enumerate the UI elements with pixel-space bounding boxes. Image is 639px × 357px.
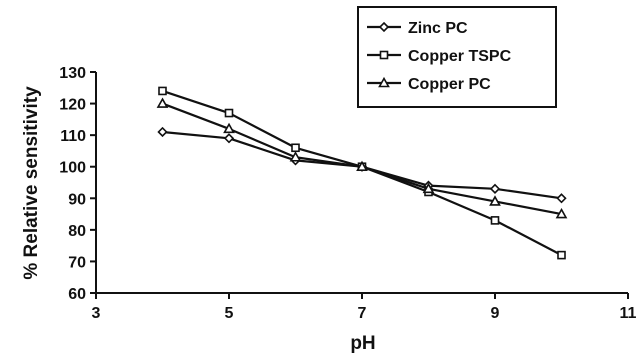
y-tick-label: 120 bbox=[59, 97, 86, 114]
x-tick-label: 5 bbox=[225, 305, 234, 322]
legend-marker-zinc-pc bbox=[378, 21, 390, 33]
legend-marker-copper-pc bbox=[378, 76, 390, 88]
data-point bbox=[224, 108, 234, 118]
y-axis-label: % Relative sensitivity bbox=[21, 86, 42, 280]
legend-label-zinc-pc: Zinc PC bbox=[408, 20, 468, 37]
data-point bbox=[557, 250, 566, 260]
legend-label-copper-pc: Copper PC bbox=[408, 76, 491, 93]
x-ticks: 3 5 7 9 11 bbox=[92, 293, 637, 322]
y-tick-label: 100 bbox=[59, 160, 86, 177]
y-tick-label: 130 bbox=[59, 65, 86, 82]
data-point bbox=[158, 86, 167, 96]
data-point bbox=[556, 193, 567, 204]
y-tick-label: 110 bbox=[60, 128, 86, 145]
data-point bbox=[289, 151, 302, 162]
data-point bbox=[356, 160, 368, 172]
x-axis-label: pH bbox=[350, 333, 375, 354]
y-tick-label: 60 bbox=[68, 286, 86, 303]
data-point bbox=[223, 133, 235, 144]
data-point bbox=[291, 143, 300, 153]
legend-items: Zinc PC Copper TSPC Copper PC bbox=[367, 20, 512, 93]
y-tick-label: 80 bbox=[68, 223, 86, 240]
x-tick-label: 7 bbox=[358, 305, 367, 322]
x-tick-label: 3 bbox=[92, 305, 101, 322]
data-point bbox=[157, 126, 168, 138]
data-point bbox=[489, 183, 501, 194]
data-point bbox=[156, 97, 169, 108]
y-tick-label: 90 bbox=[68, 191, 86, 208]
data-point bbox=[489, 195, 501, 206]
y-tick-label: 70 bbox=[68, 254, 86, 271]
series-copper-tspc bbox=[158, 86, 566, 260]
y-ticks: 60 70 80 90 100 110 120 130 bbox=[59, 65, 96, 303]
legend: Zinc PC Copper TSPC Copper PC bbox=[357, 6, 557, 108]
series-line-copper-pc bbox=[162, 102, 562, 216]
data-point bbox=[223, 122, 235, 134]
legend-marker-copper-tspc bbox=[379, 50, 389, 60]
legend-box bbox=[357, 6, 557, 108]
series-copper-pc bbox=[156, 97, 568, 219]
series-group bbox=[156, 86, 568, 260]
legend-label-copper-tspc: Copper TSPC bbox=[408, 48, 512, 65]
x-tick-label: 9 bbox=[491, 305, 500, 322]
x-tick-label: 11 bbox=[620, 305, 637, 322]
series-line-copper-tspc bbox=[162, 89, 563, 257]
data-point bbox=[490, 216, 500, 225]
data-point bbox=[422, 182, 435, 194]
data-point bbox=[555, 207, 568, 219]
